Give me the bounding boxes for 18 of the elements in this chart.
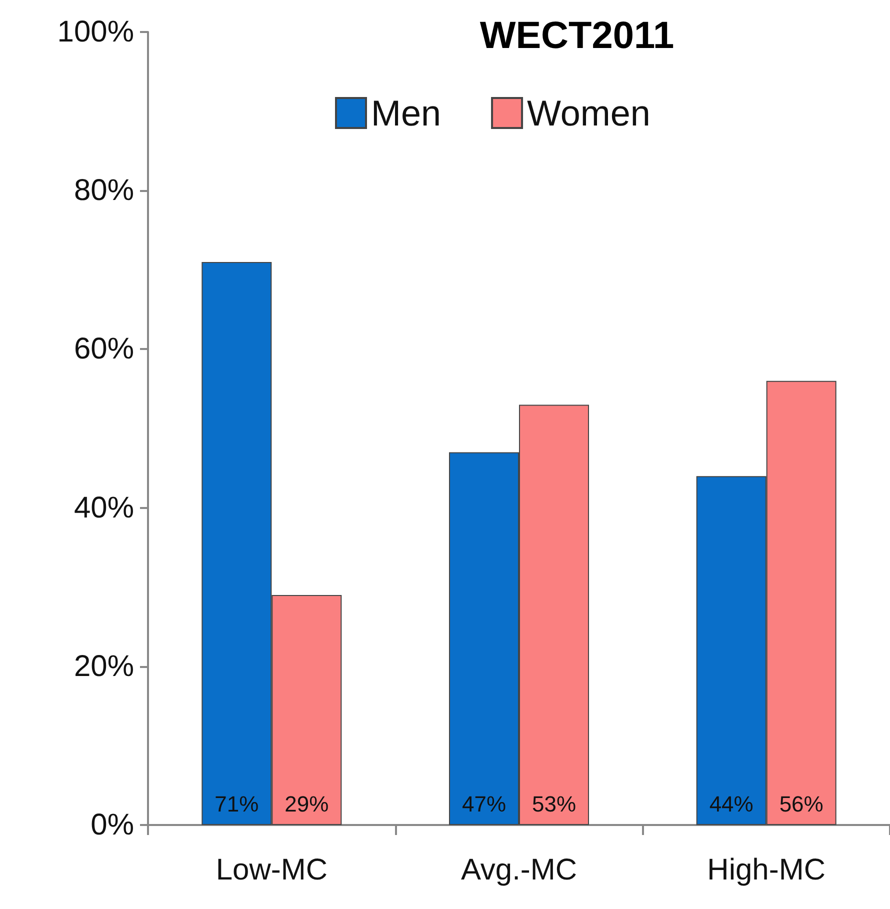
y-tick-label: 100% bbox=[57, 16, 134, 48]
x-tick-label: Low-MC bbox=[216, 854, 328, 886]
data-label: 44% bbox=[709, 792, 754, 816]
y-tick-label: 80% bbox=[74, 174, 134, 208]
legend-label: Men bbox=[371, 92, 442, 134]
data-label: 47% bbox=[462, 792, 506, 816]
chart-title: WECT2011 bbox=[480, 15, 674, 57]
x-tick-label: Avg.-MC bbox=[460, 854, 578, 886]
y-tick-label: 40% bbox=[74, 491, 134, 524]
data-label: 56% bbox=[779, 792, 824, 816]
y-tick-label: 60% bbox=[74, 332, 134, 366]
x-tick-label: High-MC bbox=[707, 854, 826, 886]
y-tick-label: 20% bbox=[74, 650, 134, 683]
y-tick-label: 0% bbox=[90, 808, 134, 842]
data-label: 53% bbox=[532, 792, 576, 816]
data-label: 29% bbox=[284, 792, 329, 816]
data-label: 71% bbox=[214, 792, 259, 816]
legend-label: Women bbox=[527, 92, 650, 134]
